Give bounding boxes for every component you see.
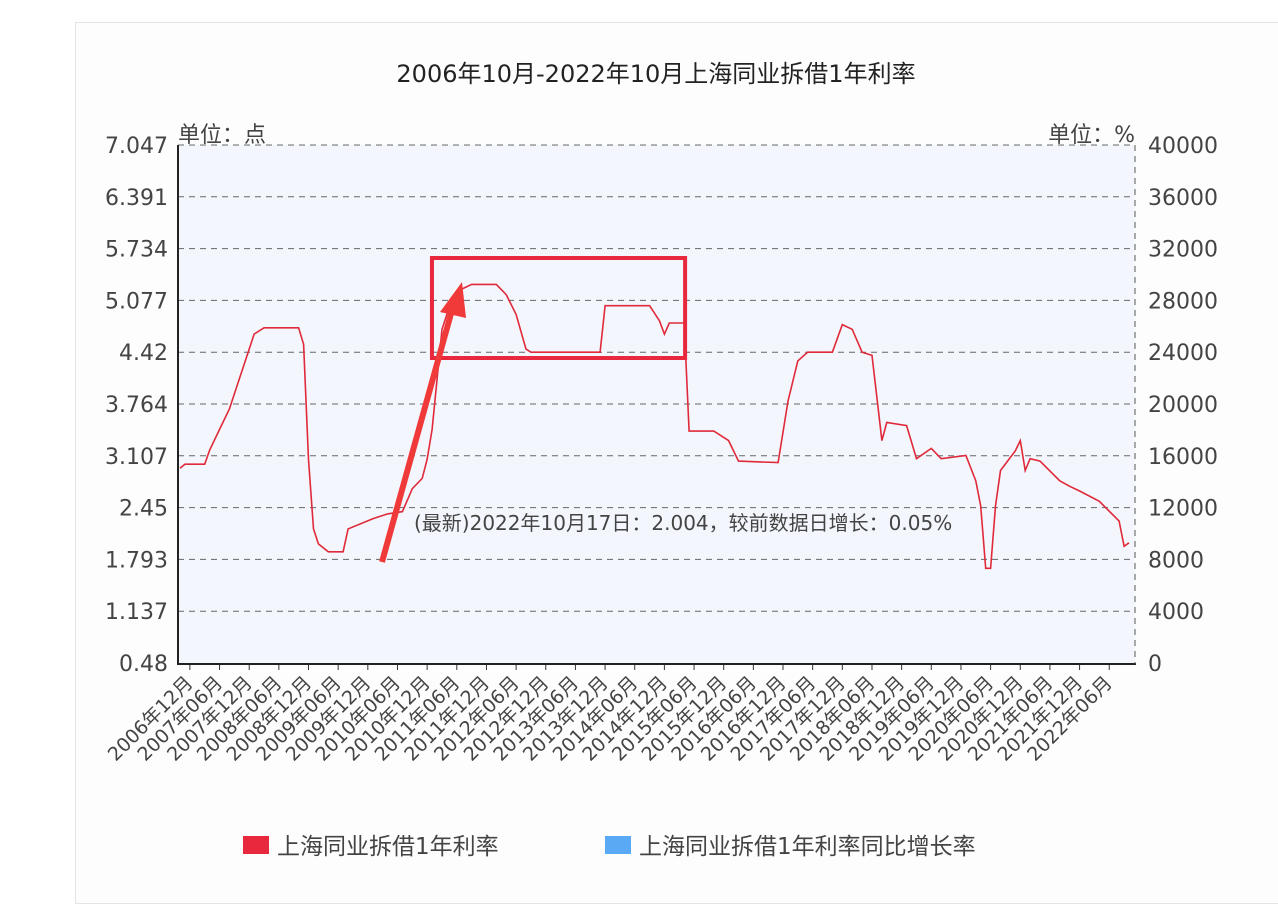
left-tick-label: 7.047 [105,134,168,159]
series-line-shibor-1y [179,283,1130,570]
highlight-arrow [379,282,466,563]
right-tick-label: 12000 [1148,497,1218,522]
left-axis-unit: 单位：点 [178,123,266,148]
right-tick-label: 20000 [1148,393,1218,418]
right-tick-label: 40000 [1148,134,1218,159]
latest-annotation: (最新)2022年10月17日：2.004，较前数据日增长：0.05% [414,511,952,535]
left-tick-label: 1.137 [105,600,168,625]
left-tick-label: 3.764 [105,393,168,418]
right-tick-label: 16000 [1148,445,1218,470]
right-tick-label: 36000 [1148,186,1218,211]
legend-swatch [243,836,269,854]
legend-label: 上海同业拆借1年利率 [277,834,499,860]
chart-title: 2006年10月-2022年10月上海同业拆借1年利率 [396,60,915,88]
highlight-box [429,256,688,360]
right-axis-unit: 单位：% [1048,123,1135,148]
legend-swatch [605,836,631,854]
left-tick-label: 6.391 [105,186,168,211]
right-tick-label: 28000 [1148,289,1218,314]
right-tick-label: 24000 [1148,341,1218,366]
left-tick-label: 5.077 [105,289,168,314]
left-tick-label: 0.48 [119,652,168,677]
left-tick-label: 3.107 [105,445,168,470]
left-tick-label: 4.42 [119,341,168,366]
right-tick-label: 32000 [1148,238,1218,263]
right-tick-label: 4000 [1148,600,1204,625]
legend-label: 上海同业拆借1年利率同比增长率 [639,834,976,860]
right-tick-label: 8000 [1148,548,1204,573]
right-tick-label: 0 [1148,652,1162,677]
left-tick-label: 5.734 [105,238,168,263]
left-tick-label: 1.793 [105,548,168,573]
left-tick-label: 2.45 [119,497,168,522]
